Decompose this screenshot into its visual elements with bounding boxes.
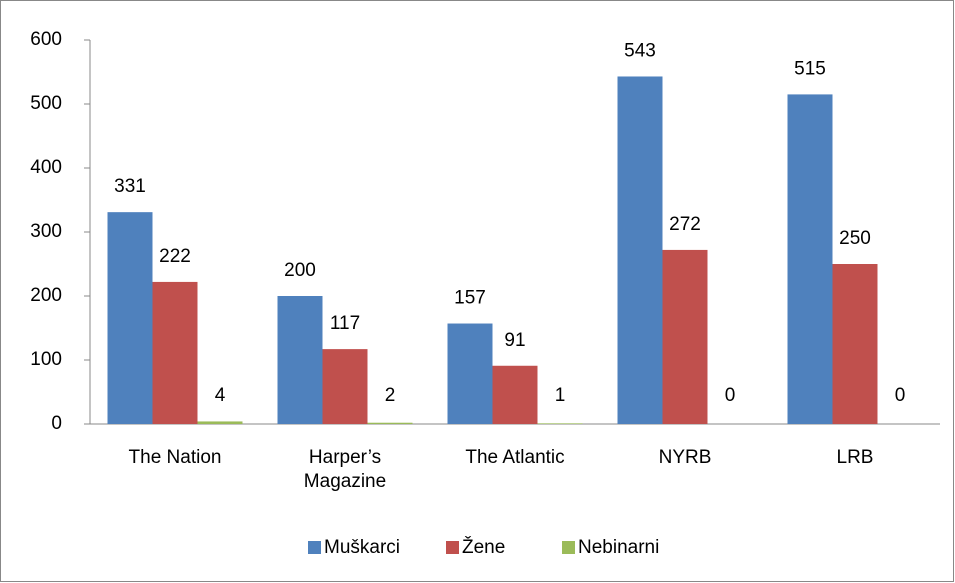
bar xyxy=(492,365,538,424)
y-tick-label: 0 xyxy=(51,413,62,434)
data-label: 515 xyxy=(794,58,826,79)
bar xyxy=(832,264,878,424)
data-label: 272 xyxy=(669,214,701,235)
data-label: 250 xyxy=(839,228,871,249)
bar xyxy=(787,94,833,425)
x-tick-group: The Nation xyxy=(128,447,222,468)
legend-swatch xyxy=(562,541,575,554)
x-tick-label: LRB xyxy=(836,447,874,468)
data-label: 0 xyxy=(725,385,736,406)
bar xyxy=(662,249,708,424)
y-tick-label: 100 xyxy=(30,349,62,370)
data-label: 4 xyxy=(215,385,226,406)
x-tick-group: The Atlantic xyxy=(465,447,565,468)
legend-label: Nebinarni xyxy=(578,537,659,558)
legend-swatch xyxy=(308,541,321,554)
bar xyxy=(197,421,243,424)
data-label: 331 xyxy=(114,176,146,197)
data-label: 200 xyxy=(284,260,316,281)
data-label: 543 xyxy=(624,40,656,61)
bar xyxy=(447,323,493,424)
legend-label: Muškarci xyxy=(324,537,400,558)
bar xyxy=(367,422,413,424)
y-tick-label: 300 xyxy=(30,221,62,242)
bar xyxy=(537,423,583,424)
data-label: 117 xyxy=(330,313,360,334)
y-tick-label: 500 xyxy=(30,93,62,114)
bar xyxy=(107,212,153,424)
x-tick-label: Harper’s Magazine xyxy=(303,447,387,492)
x-tick-label: The Nation xyxy=(128,447,222,468)
x-tick-group: NYRB xyxy=(658,447,712,468)
data-label: 0 xyxy=(895,385,906,406)
y-tick-label: 400 xyxy=(30,157,62,178)
bar xyxy=(152,281,198,424)
y-tick-label: 200 xyxy=(30,285,62,306)
x-tick-label: NYRB xyxy=(658,447,712,468)
bar xyxy=(617,76,663,424)
data-label: 222 xyxy=(159,246,191,267)
y-tick-label: 600 xyxy=(30,29,62,50)
legend-label: Žene xyxy=(462,536,505,558)
bar xyxy=(277,296,323,424)
data-label: 2 xyxy=(385,385,396,406)
data-label: 157 xyxy=(454,288,486,309)
bar xyxy=(322,349,368,424)
x-tick-group: Harper’s Magazine xyxy=(303,447,387,492)
x-tick-group: LRB xyxy=(836,447,874,468)
x-tick-label: The Atlantic xyxy=(465,447,565,468)
legend-swatch xyxy=(446,541,459,554)
data-label: 91 xyxy=(504,330,525,351)
data-label: 1 xyxy=(555,385,566,406)
